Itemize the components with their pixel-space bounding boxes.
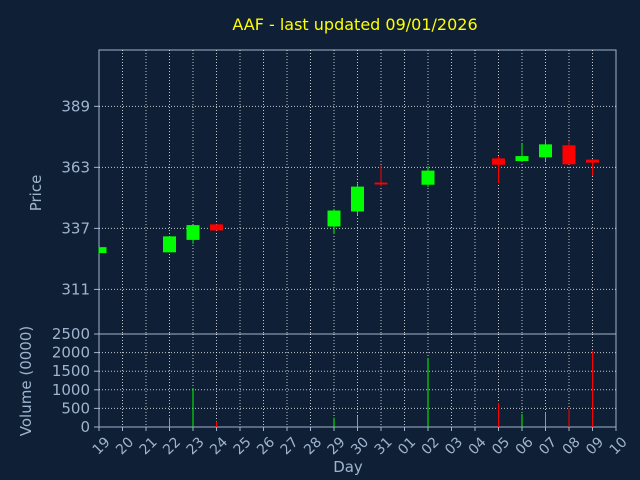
candle-body bbox=[539, 144, 552, 158]
x-tick-label: 24 bbox=[207, 434, 231, 458]
candle-body bbox=[492, 158, 505, 165]
volume-tick-label: 500 bbox=[61, 399, 90, 417]
x-tick-label: 21 bbox=[137, 434, 161, 458]
x-tick-label: 06 bbox=[513, 434, 537, 458]
x-tick-label: 05 bbox=[489, 434, 513, 458]
volume-tick-label: 2000 bbox=[52, 344, 90, 362]
x-tick-label: 23 bbox=[184, 434, 208, 458]
x-tick-label: 02 bbox=[419, 434, 443, 458]
price-tick-label: 337 bbox=[61, 219, 90, 237]
x-tick-label: 07 bbox=[536, 434, 560, 458]
price-tick-label: 389 bbox=[61, 97, 90, 115]
x-tick-label: 27 bbox=[278, 434, 302, 458]
x-tick-label: 19 bbox=[90, 434, 114, 458]
volume-tick-label: 2500 bbox=[52, 325, 90, 343]
x-tick-label: 28 bbox=[301, 434, 325, 458]
candle-body bbox=[163, 236, 176, 253]
volume-axis-label: Volume (0000) bbox=[17, 326, 35, 436]
x-tick-label: 25 bbox=[231, 434, 255, 458]
x-tick-label: 26 bbox=[254, 434, 278, 458]
x-tick-label: 30 bbox=[348, 434, 372, 458]
x-tick-label: 31 bbox=[372, 434, 396, 458]
x-tick-label: 01 bbox=[395, 434, 419, 458]
candle-body bbox=[374, 182, 388, 185]
candle-body bbox=[99, 247, 107, 254]
volume-tick-label: 0 bbox=[80, 418, 90, 436]
candle-body bbox=[515, 156, 529, 162]
candle-body bbox=[327, 210, 341, 227]
x-axis-label: Day bbox=[333, 458, 363, 476]
x-tick-label: 03 bbox=[442, 434, 466, 458]
volume-tick-label: 1000 bbox=[52, 381, 90, 399]
x-tick-label: 10 bbox=[607, 434, 631, 458]
x-tick-label: 08 bbox=[560, 434, 584, 458]
candle-body bbox=[562, 145, 576, 165]
x-tick-label: 04 bbox=[466, 434, 490, 458]
volume-plot-frame bbox=[98, 333, 617, 428]
x-tick-label: 29 bbox=[325, 434, 349, 458]
candle-body bbox=[351, 186, 364, 212]
volume-tick-label: 1500 bbox=[52, 362, 90, 380]
candle-body bbox=[421, 170, 435, 185]
price-panel: 311 337 363 389 bbox=[61, 49, 617, 335]
price-axis-label: Price bbox=[27, 175, 45, 212]
x-tick-label: 09 bbox=[583, 434, 607, 458]
candle-body bbox=[186, 225, 200, 240]
price-tick-label: 311 bbox=[61, 280, 90, 298]
x-tick-label: 20 bbox=[113, 434, 137, 458]
price-tick-label: 363 bbox=[61, 158, 90, 176]
candle-body bbox=[586, 159, 599, 163]
chart-title: AAF - last updated 09/01/2026 bbox=[232, 15, 477, 34]
x-tick-label: 22 bbox=[160, 434, 184, 458]
candle-body bbox=[210, 224, 223, 231]
